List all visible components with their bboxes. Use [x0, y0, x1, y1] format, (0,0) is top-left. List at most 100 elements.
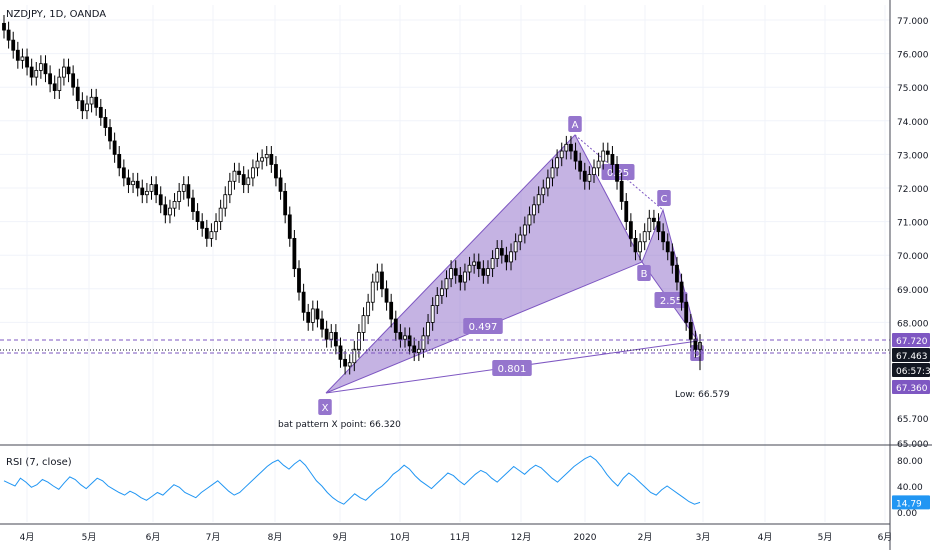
x-tick-label: 3月 — [696, 532, 711, 543]
candle-body — [628, 221, 633, 239]
x-tick-label: 4月 — [758, 532, 773, 543]
candle-body — [619, 180, 624, 202]
candle-body — [527, 214, 532, 226]
candle-body — [407, 335, 412, 347]
candle-body — [624, 201, 629, 223]
candle-body — [209, 231, 214, 239]
rsi-pane — [3, 455, 701, 505]
candle-body — [223, 194, 228, 209]
candle-body — [601, 150, 606, 162]
x-tick-label: 10月 — [390, 532, 410, 543]
candle-body — [177, 190, 182, 202]
candle-body — [347, 362, 352, 367]
y-tick-label: 68.000 — [897, 319, 929, 329]
candle-body — [670, 251, 675, 266]
candle-body — [481, 268, 486, 276]
ratio-label: 0.801 — [498, 364, 527, 375]
candle-body — [393, 318, 398, 333]
candle-body — [34, 70, 39, 78]
candle-body — [486, 268, 490, 276]
candle-body — [550, 167, 555, 179]
candle-body — [43, 63, 48, 75]
candle-body — [20, 56, 25, 61]
candle-body — [315, 308, 320, 320]
candle-body — [564, 143, 569, 152]
y-tick-label: 72.000 — [897, 185, 929, 195]
x-tick-label: 5月 — [818, 532, 833, 543]
price-label-bg — [892, 380, 930, 394]
candle-body — [578, 160, 583, 172]
y-tick-label: 69.000 — [897, 286, 929, 296]
candle-body — [264, 153, 269, 159]
x-tick-label: 7月 — [206, 532, 221, 543]
y-tick-label: 74.000 — [897, 118, 929, 128]
point-label-b-bg — [637, 265, 651, 281]
candle-body — [287, 214, 292, 239]
candle-body — [421, 335, 426, 350]
candle-body — [89, 96, 94, 105]
ratio-label-bg — [654, 292, 688, 308]
candle-body — [329, 332, 334, 340]
candle-body — [144, 190, 149, 196]
candle-body — [310, 308, 315, 323]
y-tick-label: 65.700 — [897, 415, 929, 425]
candle-body — [476, 261, 481, 270]
candle-body — [615, 164, 619, 182]
candle-body — [509, 251, 513, 263]
candle-body — [214, 221, 218, 233]
candle-body — [652, 217, 656, 223]
candle-body — [403, 335, 407, 340]
candle-body — [375, 271, 380, 283]
candle-body — [103, 117, 108, 128]
candle-body — [458, 274, 463, 283]
candle-body — [656, 221, 661, 233]
candle-body — [541, 187, 546, 196]
candle-body — [343, 358, 347, 367]
candle-body — [384, 288, 389, 303]
y-tick-label: 73.000 — [897, 151, 929, 161]
candle-body — [168, 207, 172, 216]
candle-body — [246, 177, 251, 186]
x-tick-label: 6月 — [146, 532, 161, 543]
candle-body — [108, 127, 112, 142]
x-tick-label: 8月 — [268, 532, 283, 543]
candle-body — [472, 261, 477, 266]
candle-body — [536, 194, 541, 206]
point-label-b: B — [641, 269, 648, 280]
candle-body — [154, 184, 159, 196]
candle-body — [292, 237, 297, 270]
point-label-c: C — [661, 194, 668, 205]
candle-body — [158, 194, 163, 206]
candle-body — [6, 29, 11, 41]
price-lines — [0, 339, 890, 354]
candle-body — [499, 248, 504, 256]
candle-body — [2, 22, 6, 31]
x-tick-label: 5月 — [82, 532, 97, 543]
candle-body — [439, 288, 444, 296]
x-tick-label: 2月 — [638, 532, 653, 543]
candle-body — [200, 221, 205, 229]
candle-body — [251, 167, 255, 179]
candle-body — [661, 231, 666, 243]
candle-body — [131, 180, 135, 186]
candle-body — [389, 301, 394, 320]
rsi-title: RSI (7, close) — [6, 457, 72, 468]
rsi-value-label: 14.79 — [896, 499, 922, 509]
ratio-label: 2.55 — [660, 296, 682, 307]
candle-body — [582, 170, 587, 182]
price-label: 06:57:34 — [896, 367, 932, 377]
candle-body — [370, 281, 375, 303]
point-label-d: D — [693, 349, 701, 360]
candle-body — [463, 271, 467, 283]
candle-body — [112, 140, 117, 155]
candle-body — [352, 348, 357, 364]
y-tick-label: 76.000 — [897, 51, 929, 61]
point-label-x-bg — [318, 399, 332, 415]
candle-body — [80, 100, 85, 112]
candle-body — [333, 332, 338, 347]
candle-body — [490, 258, 495, 270]
candle-body — [140, 187, 145, 196]
candle-body — [444, 278, 449, 290]
candle-body — [11, 39, 16, 51]
